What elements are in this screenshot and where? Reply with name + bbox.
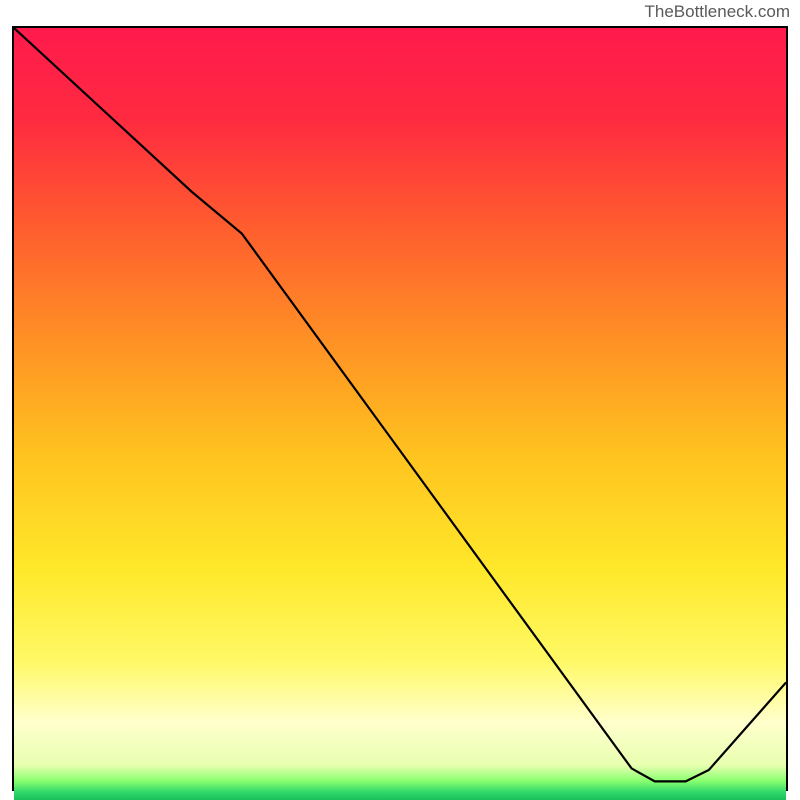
data-line xyxy=(14,28,786,781)
chart-line-svg xyxy=(14,28,786,789)
attribution-text: TheBottleneck.com xyxy=(644,2,790,22)
chart-frame xyxy=(12,26,788,791)
